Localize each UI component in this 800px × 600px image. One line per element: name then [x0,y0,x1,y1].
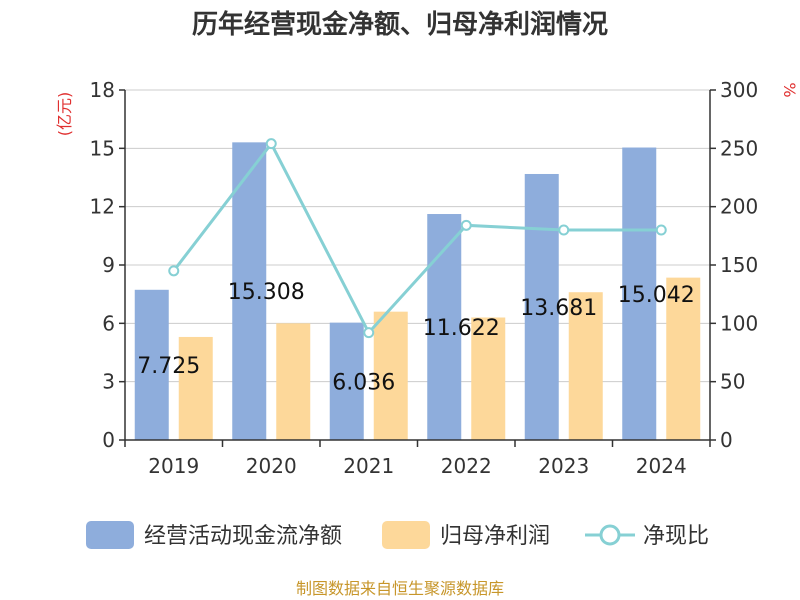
source-note: 制图数据来自恒生聚源数据库 [296,579,504,598]
x-tick-label: 2021 [343,454,394,478]
x-tick-label: 2022 [441,454,492,478]
left-tick-label: 3 [102,370,115,394]
x-tick-label: 2024 [636,454,687,478]
legend-label-profit: 归母净利润 [440,524,550,549]
ratio-point [655,224,667,236]
right-tick-label: 100 [720,311,758,335]
right-axis-unit: % [780,82,799,97]
data-label-cashflow: 6.036 [332,370,395,395]
right-tick-label: 150 [720,253,758,277]
x-tick-label: 2019 [148,454,199,478]
left-axis-unit: (亿元) [55,92,74,137]
data-label-cashflow: 15.042 [618,283,695,308]
chart-title: 历年经营现金净额、归母净利润情况 [192,9,608,40]
left-tick-label: 9 [102,253,115,277]
data-label-cashflow: 13.681 [520,296,597,321]
ratio-point [265,138,277,150]
bar-cashflow [329,322,364,440]
x-tick-label: 2020 [246,454,297,478]
left-tick-label: 0 [102,428,115,452]
bar-profit [178,336,213,440]
bars [134,142,701,440]
data-label-cashflow: 11.622 [423,316,500,341]
right-tick-label: 50 [720,370,745,394]
data-labels: 7.725 15.308 6.036 11.622 13.681 15.042 [137,280,694,395]
bar-cashflow [232,142,267,440]
data-label-cashflow: 7.725 [137,354,200,379]
bar-cashflow [622,147,657,440]
bar-profit [276,323,311,440]
bar-profit [666,277,701,440]
legend-marker-ratio [599,524,621,546]
right-tick-label: 0 [720,428,733,452]
x-tick-label: 2023 [538,454,589,478]
axes [119,89,716,447]
left-tick-label: 12 [90,195,115,219]
ratio-point [168,265,180,277]
left-tick-label: 6 [102,311,115,335]
legend-label-ratio: 净现比 [643,524,709,549]
ratio-polyline [172,140,662,336]
ratio-point [460,219,472,231]
bar-profit [471,317,506,440]
tick-labels: 0 3 6 9 12 15 18 0 50 100 150 200 250 300 2019 2020 2021… [90,78,759,478]
bar-profit [373,311,408,440]
legend-label-cashflow: 经营活动现金流净额 [144,524,342,549]
ratio-point [363,327,375,339]
bar-cashflow [524,173,559,440]
legend: 经营活动现金流净额 归母净利润 净现比 [86,521,709,549]
legend-swatch-cashflow [86,521,134,549]
bar-cashflow [134,289,169,440]
ratio-point [558,224,570,236]
legend-swatch-profit [382,521,430,549]
left-tick-label: 18 [90,78,115,102]
left-tick-label: 15 [90,136,115,160]
right-tick-label: 200 [720,195,758,219]
bar-profit [568,292,603,440]
ratio-line [168,138,667,339]
data-label-cashflow: 15.308 [228,280,305,305]
right-tick-label: 250 [720,136,758,160]
right-tick-label: 300 [720,78,758,102]
